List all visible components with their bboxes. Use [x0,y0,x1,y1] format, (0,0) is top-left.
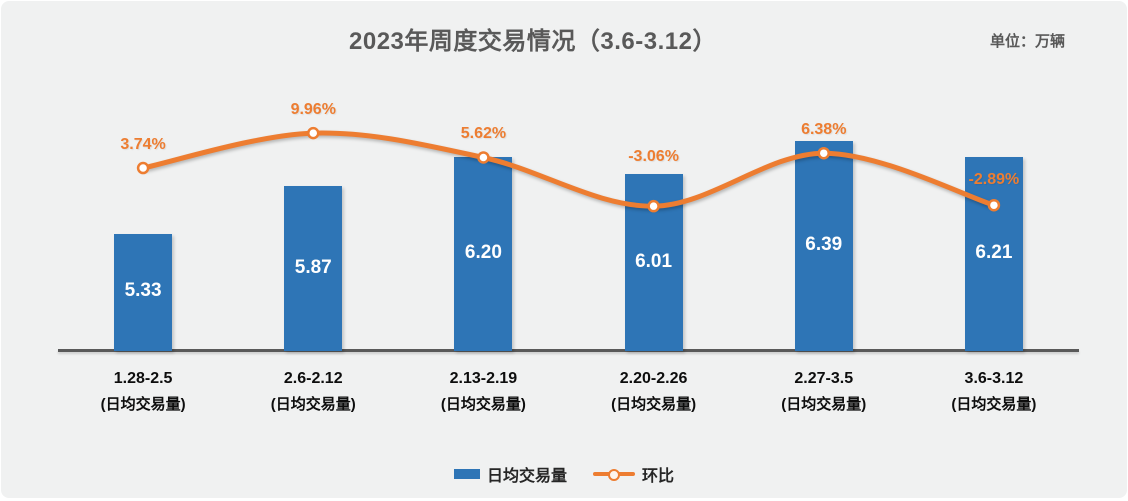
x-axis-line [58,349,1079,352]
category-sublabel: (日均交易量) [781,396,867,413]
line-marker [136,161,150,175]
category-sublabel: (日均交易量) [100,396,186,413]
line-value-label: -3.06% [628,148,679,166]
line-value-label: 3.74% [120,136,166,154]
bar-value-label: 6.39 [805,233,843,255]
category-label: 1.28-2.5 (日均交易量) [58,367,228,419]
category-date: 3.6-3.12 [964,370,1024,387]
category-date: 2.20-2.26 [619,370,688,387]
legend-item-line: 环比 [593,462,674,486]
category-sublabel: (日均交易量) [611,396,697,413]
line-series-path [140,130,997,209]
line-value-label: 5.62% [460,125,507,143]
line-value-label: -2.89% [968,171,1020,189]
legend-label-line: 环比 [642,468,675,485]
legend-label-bar: 日均交易量 [486,468,567,485]
category-sublabel: (日均交易量) [270,396,356,413]
legend-item-bar: 日均交易量 [453,462,567,486]
bar-value-label: 6.20 [464,242,502,264]
category-label: 2.6-2.12 (日均交易量) [228,367,398,419]
category-label: 3.6-3.12 (日均交易量) [909,367,1079,419]
bar-value-label: 6.21 [975,241,1013,263]
line-value-label: 9.96% [290,101,336,119]
bar-series-swatch-icon [453,469,480,479]
line-marker [307,126,320,140]
unit-label: 单位：万辆 [989,33,1065,50]
category-label: 2.27-3.5 (日均交易量) [739,367,909,419]
legend: 日均交易量 环比 [1,462,1127,486]
bar-value-label: 5.33 [124,280,162,302]
category-label: 2.13-2.19 (日均交易量) [398,367,568,419]
category-date: 2.27-3.5 [794,370,854,387]
bar [284,186,343,351]
line-series-swatch-icon [593,468,635,481]
bar-value-label: 5.87 [294,256,332,278]
category-date: 2.13-2.19 [449,370,518,387]
chart-title: 2023年周度交易情况（3.6-3.12） [349,28,717,55]
bar-value-label: 6.01 [635,250,673,272]
category-date: 2.6-2.12 [283,370,343,387]
category-label: 2.20-2.26 (日均交易量) [569,367,739,419]
line-value-label: 6.38% [801,121,847,139]
bar [114,233,173,351]
category-sublabel: (日均交易量) [951,396,1037,413]
category-sublabel: (日均交易量) [440,396,526,413]
category-date: 1.28-2.5 [113,370,173,387]
